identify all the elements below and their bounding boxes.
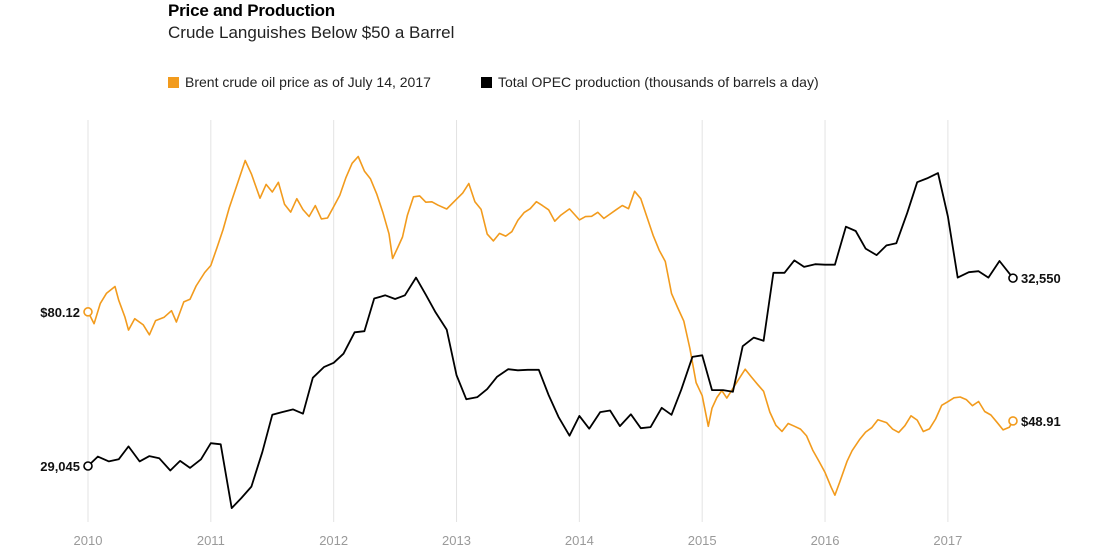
legend-item-brent: Brent crude oil price as of July 14, 201…: [168, 74, 431, 90]
legend-label-brent: Brent crude oil price as of July 14, 201…: [185, 74, 431, 90]
legend-swatch-opec: [481, 76, 492, 88]
x-tick-label-2012: 2012: [319, 533, 348, 548]
chart-title: Price and Production: [168, 1, 335, 20]
x-tick-label-2017: 2017: [933, 533, 962, 548]
legend-item-opec: Total OPEC production (thousands of barr…: [481, 74, 819, 90]
start-marker-brent: [83, 307, 93, 317]
end-value-label-brent: $48.91: [1021, 414, 1061, 429]
x-tick-label-2014: 2014: [565, 533, 594, 548]
start-value-label-brent: $80.12: [40, 305, 80, 320]
legend-swatch-brent: [168, 76, 179, 88]
chart-subtitle: Crude Languishes Below $50 a Barrel: [168, 23, 455, 42]
x-tick-label-2015: 2015: [688, 533, 717, 548]
start-value-label-opec: 29,045: [40, 459, 80, 474]
series-line-brent: [87, 155, 1014, 496]
x-tick-label-2013: 2013: [442, 533, 471, 548]
series-line-opec: [87, 172, 1014, 509]
end-value-label-opec: 32,550: [1021, 271, 1061, 286]
start-marker-opec: [83, 461, 93, 471]
legend-label-opec: Total OPEC production (thousands of barr…: [498, 74, 819, 90]
end-marker-brent: [1008, 416, 1018, 426]
end-marker-opec: [1008, 273, 1018, 283]
x-tick-label-2011: 2011: [197, 533, 225, 548]
x-tick-label-2010: 2010: [74, 533, 103, 548]
x-tick-label-2016: 2016: [811, 533, 840, 548]
